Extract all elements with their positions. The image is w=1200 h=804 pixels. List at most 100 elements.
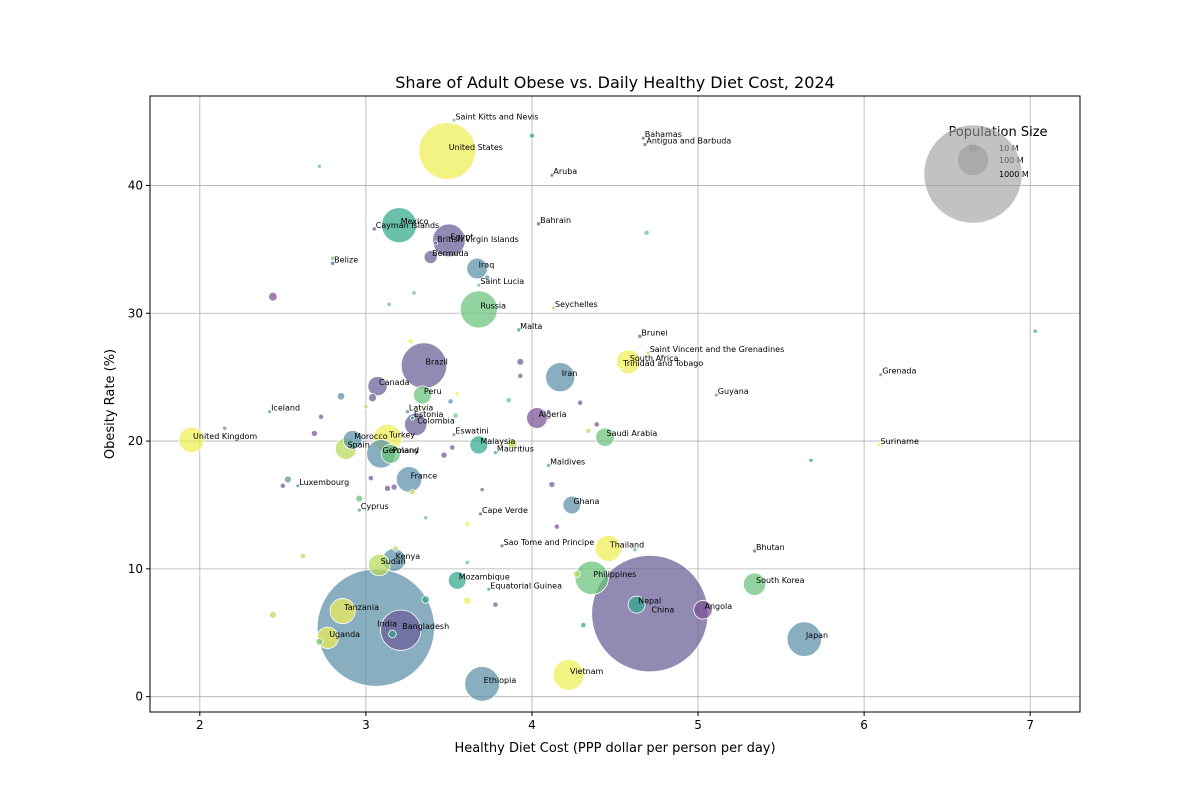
x-tick-label: 4 — [528, 718, 536, 732]
data-point — [516, 327, 522, 333]
point-label: Bangladesh — [402, 622, 449, 631]
point-label: Grenada — [882, 367, 916, 376]
data-point — [267, 409, 272, 415]
data-point — [440, 451, 448, 459]
point-label: British Virgin Islands — [437, 235, 519, 244]
point-label: Seychelles — [555, 300, 598, 309]
data-point — [388, 629, 397, 639]
point-label: Mozambique — [459, 572, 510, 581]
point-label: Luxembourg — [299, 478, 349, 487]
data-point — [178, 426, 205, 453]
data-point — [342, 429, 363, 450]
data-point — [423, 250, 438, 265]
data-point — [363, 403, 369, 410]
y-tick-label: 10 — [128, 562, 143, 576]
data-point — [572, 570, 581, 578]
data-point — [469, 435, 489, 455]
point-label: Germany — [382, 446, 419, 455]
data-point — [367, 475, 374, 482]
point-label: Ghana — [573, 497, 599, 506]
point-label: Ethiopia — [484, 676, 517, 685]
y-tick-label: 30 — [128, 306, 143, 320]
data-point — [390, 483, 398, 491]
data-point — [409, 489, 416, 496]
point-label: Saint Kitts and Nevis — [455, 112, 538, 121]
x-tick-label: 3 — [362, 718, 370, 732]
data-point — [356, 507, 362, 513]
point-label: Kenya — [396, 552, 421, 561]
point-label: Spain — [347, 441, 369, 450]
data-point — [368, 393, 378, 403]
data-point — [545, 409, 552, 415]
data-point — [645, 350, 651, 356]
data-point — [505, 397, 512, 404]
data-point — [315, 637, 324, 646]
point-label: Iran — [562, 369, 578, 378]
data-point — [462, 596, 472, 606]
data-point — [464, 521, 471, 528]
data-point — [742, 572, 767, 596]
point-label: Mexico — [401, 217, 429, 226]
data-point — [506, 438, 518, 449]
data-point — [411, 290, 417, 296]
data-point — [329, 598, 356, 625]
point-label: Malta — [520, 322, 542, 331]
data-point — [546, 462, 551, 468]
data-point — [464, 559, 470, 566]
point-label: Brazil — [426, 358, 448, 367]
point-label: Nepal — [638, 597, 661, 606]
point-label: Saudi Arabia — [607, 429, 658, 438]
data-point — [627, 595, 646, 614]
point-label: Sao Tome and Principe — [504, 538, 595, 547]
point-label: Equatorial Guinea — [490, 581, 562, 590]
data-point — [580, 622, 587, 629]
data-point — [368, 553, 391, 577]
plot-area-frame — [149, 95, 1081, 713]
y-tick-label: 40 — [128, 178, 143, 192]
data-point — [316, 163, 322, 169]
y-tick-label: 20 — [128, 434, 143, 448]
data-point — [499, 543, 505, 549]
data-point — [421, 595, 430, 604]
data-point — [548, 481, 556, 489]
data-point — [268, 291, 278, 302]
data-point — [404, 409, 411, 415]
point-label: Vietnam — [570, 667, 604, 676]
data-point — [585, 427, 592, 434]
data-point — [336, 392, 346, 401]
data-point — [412, 385, 432, 405]
point-label: India — [377, 620, 397, 629]
point-label: Thailand — [609, 540, 644, 549]
point-label: Colombia — [417, 416, 455, 425]
data-point — [632, 547, 638, 553]
data-point — [551, 305, 556, 311]
data-point — [395, 466, 423, 493]
data-point — [447, 571, 467, 590]
data-point — [528, 132, 536, 139]
data-point — [432, 223, 466, 258]
data-point — [493, 450, 498, 455]
data-point — [808, 457, 814, 463]
data-points — [178, 117, 1038, 702]
data-point — [409, 415, 415, 421]
data-point — [562, 495, 582, 515]
data-point — [492, 601, 499, 608]
point-label: Poland — [392, 446, 419, 455]
data-point — [752, 548, 757, 554]
data-point — [367, 376, 388, 397]
point-label: Sudan — [381, 557, 406, 566]
data-point — [549, 172, 555, 178]
data-point — [466, 257, 488, 280]
data-point — [269, 611, 277, 619]
point-label: Turkey — [388, 431, 415, 440]
data-point — [593, 421, 600, 428]
point-label: Estonia — [414, 410, 444, 419]
point-label: Philippines — [593, 570, 636, 579]
point-label: Saint Vincent and the Grenadines — [650, 345, 785, 354]
point-label: Guyana — [718, 387, 749, 396]
axis-ticks: 2 3 4 5 6 7 0 10 20 30 40 — [128, 178, 1034, 732]
data-point — [381, 207, 418, 244]
